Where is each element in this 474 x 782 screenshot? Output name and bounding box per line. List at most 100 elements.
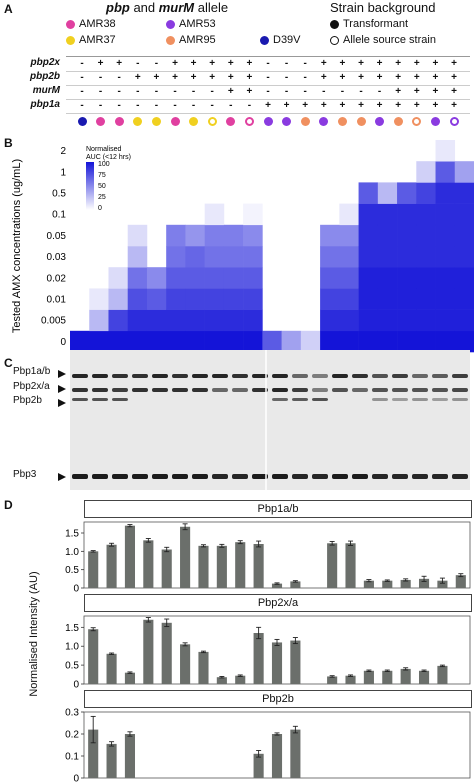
heatmap-cell bbox=[435, 267, 456, 289]
bar bbox=[88, 629, 99, 684]
bar bbox=[106, 653, 117, 684]
heatmap-cell bbox=[377, 330, 398, 353]
strain-dot-icon bbox=[170, 117, 180, 126]
blot-band bbox=[372, 388, 388, 392]
genotype-cell: - bbox=[136, 58, 140, 69]
heatmap-y-tick: 0.1 bbox=[52, 210, 66, 221]
heatmap-cell bbox=[416, 203, 436, 226]
blot-band bbox=[332, 474, 348, 479]
heatmap-cell bbox=[435, 309, 456, 332]
allele-legend-title: pbp and murM allele bbox=[106, 0, 229, 15]
genotype-cell: - bbox=[229, 100, 233, 111]
genotype-cell: + bbox=[339, 58, 346, 69]
heatmap-cell bbox=[185, 267, 205, 289]
allele-dot-icon bbox=[166, 35, 175, 45]
allele-dot-icon bbox=[260, 35, 269, 45]
genotype-cell: - bbox=[191, 86, 196, 97]
blot-band bbox=[192, 388, 208, 392]
genotype-cell: + bbox=[395, 58, 402, 69]
bar bbox=[88, 729, 99, 778]
heatmap-cell bbox=[204, 330, 225, 353]
heatmap-cell bbox=[416, 309, 436, 332]
heatmap-cell bbox=[435, 246, 456, 268]
genotype-cell: - bbox=[80, 72, 84, 83]
allele-dot-icon bbox=[166, 19, 175, 29]
strain-dot-icon bbox=[393, 117, 403, 126]
allele-legend-item: D39V bbox=[260, 34, 301, 46]
blot-band bbox=[452, 398, 468, 401]
genotype-cell: + bbox=[246, 86, 253, 97]
bar bbox=[400, 579, 411, 588]
open-circle-icon bbox=[330, 35, 339, 45]
blot-band bbox=[412, 374, 428, 378]
genotype-cell: - bbox=[98, 100, 103, 111]
heatmap-cell bbox=[416, 330, 436, 353]
bar bbox=[143, 619, 154, 684]
heatmap-cell bbox=[223, 267, 244, 289]
bar bbox=[161, 549, 172, 588]
bar bbox=[216, 545, 227, 588]
genotype-cell: + bbox=[339, 100, 346, 111]
blot-band bbox=[392, 474, 408, 479]
heatmap-cell bbox=[339, 309, 359, 332]
panel-c-letter: C bbox=[4, 356, 13, 370]
bar bbox=[253, 544, 264, 588]
genotype-cell: + bbox=[153, 72, 160, 83]
blot-band bbox=[232, 374, 248, 378]
heatmap-cell bbox=[108, 288, 129, 310]
blot-band bbox=[412, 388, 428, 392]
genotype-cell: - bbox=[359, 86, 363, 97]
genotype-cell: + bbox=[395, 86, 402, 97]
heatmap-legend-tick: 25 bbox=[98, 194, 106, 201]
genotype-cell: - bbox=[266, 72, 270, 83]
blot-band bbox=[72, 398, 88, 401]
heatmap-cell bbox=[146, 330, 167, 353]
blot-band bbox=[252, 474, 268, 479]
blot-band bbox=[92, 474, 108, 479]
blot-band bbox=[252, 388, 268, 392]
blot-band bbox=[112, 374, 128, 378]
heatmap-cell bbox=[185, 224, 205, 247]
blot-band bbox=[152, 374, 168, 378]
genotype-cell: - bbox=[340, 86, 345, 97]
genotype-row-label: murM bbox=[32, 85, 60, 96]
genotype-cell: - bbox=[98, 72, 103, 83]
heatmap-cell bbox=[243, 224, 263, 247]
band-label-pbp2b: Pbp2b bbox=[13, 395, 42, 406]
heatmap-cell bbox=[320, 309, 340, 332]
bar bbox=[290, 640, 301, 684]
bar bbox=[290, 581, 301, 588]
grid-line bbox=[66, 113, 470, 114]
bar-chart-pbp2b: 0 0.1 0.2 0.3 bbox=[65, 708, 471, 782]
allele-dot-icon bbox=[66, 19, 75, 29]
blot-band bbox=[412, 474, 428, 479]
strain-dot-icon bbox=[207, 117, 217, 126]
bar bbox=[327, 676, 338, 684]
heatmap-cell bbox=[320, 246, 340, 268]
heatmap-cell bbox=[454, 267, 474, 289]
genotype-cell: + bbox=[451, 100, 457, 111]
heatmap-cell bbox=[339, 267, 359, 289]
heatmap-cell bbox=[166, 224, 186, 247]
heatmap-cell bbox=[89, 309, 109, 332]
genotype-cell: + bbox=[302, 100, 309, 111]
heatmap-cell bbox=[127, 330, 148, 353]
genotype-cell: + bbox=[283, 100, 290, 111]
blot-band bbox=[272, 388, 288, 392]
grid-line bbox=[66, 71, 470, 72]
bar-y-tick: 1.0 bbox=[65, 547, 79, 558]
heatmap-legend-title: AUC (<12 hrs) bbox=[86, 154, 131, 161]
heatmap-cell bbox=[416, 224, 436, 247]
strain-dot-icon bbox=[430, 117, 440, 126]
heatmap-cell bbox=[377, 288, 398, 310]
heatmap-y-tick: 0.02 bbox=[47, 273, 67, 284]
bar bbox=[345, 675, 356, 684]
blot-band bbox=[112, 388, 128, 392]
blot-band bbox=[272, 374, 288, 378]
bar bbox=[253, 633, 264, 684]
blot-band bbox=[372, 474, 388, 479]
allele-legend-item: AMR53 bbox=[166, 18, 216, 30]
panel-b-letter: B bbox=[4, 136, 13, 150]
genotype-cell: - bbox=[303, 72, 307, 83]
heatmap-cell bbox=[339, 330, 359, 353]
